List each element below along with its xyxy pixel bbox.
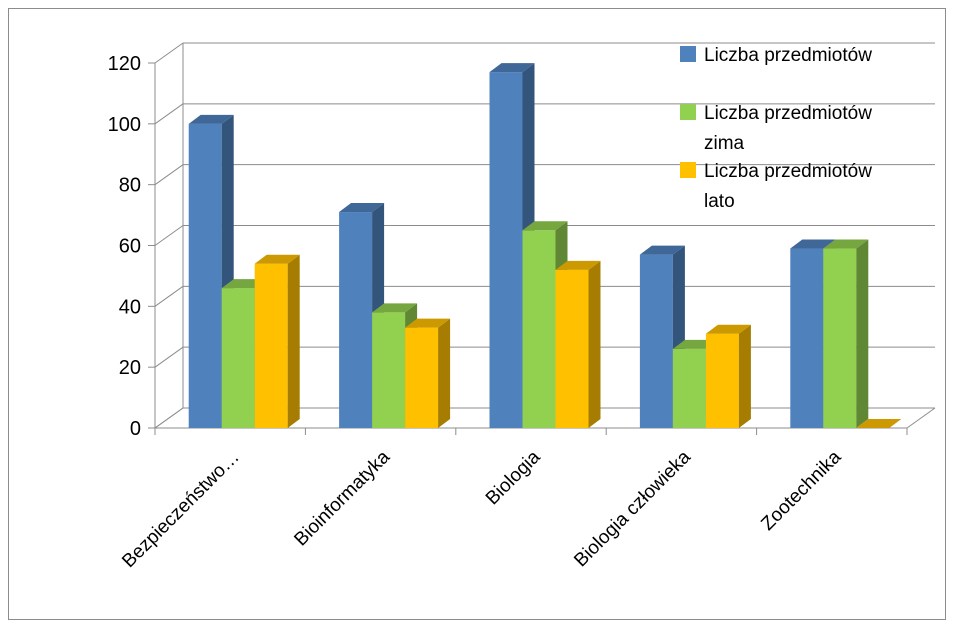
y-tick-label: 60 xyxy=(119,236,141,258)
legend-item: Liczba przedmiotów xyxy=(680,45,872,66)
bar xyxy=(405,318,451,428)
x-category-label: Biologia człowieka xyxy=(570,446,695,571)
bar xyxy=(823,239,869,428)
x-category-label: Zootechnika xyxy=(757,446,845,534)
y-tick-label: 120 xyxy=(108,53,141,75)
bar xyxy=(555,260,601,428)
gridline xyxy=(154,42,935,64)
legend-label: Liczba przedmiotów zima xyxy=(704,103,872,154)
legend-swatch xyxy=(680,46,696,62)
gridline xyxy=(154,103,935,125)
y-tick-label: 0 xyxy=(130,418,141,440)
x-category-label: Bioinformatyka xyxy=(290,446,394,550)
bar-layer xyxy=(188,63,902,428)
legend-item: Liczba przedmiotów lato xyxy=(680,161,872,212)
floor-right-edge xyxy=(906,407,936,429)
y-tick-label: 40 xyxy=(119,296,141,318)
chart-frame xyxy=(8,8,946,620)
bar xyxy=(254,254,300,428)
legend-label: Liczba przedmiotów lato xyxy=(704,161,872,212)
legend: Liczba przedmiotów Liczba przedmiotów zima… xyxy=(680,45,872,212)
legend-label: Liczba przedmiotów xyxy=(704,45,872,66)
legend-item: Liczba przedmiotów zima xyxy=(680,103,872,154)
y-tick-label: 20 xyxy=(119,357,141,379)
y-tick-label: 80 xyxy=(119,175,141,197)
bar xyxy=(856,419,902,428)
x-category-label: Biologia xyxy=(482,446,545,509)
gridline xyxy=(154,164,935,186)
bar xyxy=(705,324,751,428)
legend-swatch xyxy=(680,162,696,178)
legend-swatch xyxy=(680,104,696,120)
x-category-label: Bezpieczeństwo… xyxy=(118,447,243,572)
y-tick-label: 100 xyxy=(108,114,141,136)
